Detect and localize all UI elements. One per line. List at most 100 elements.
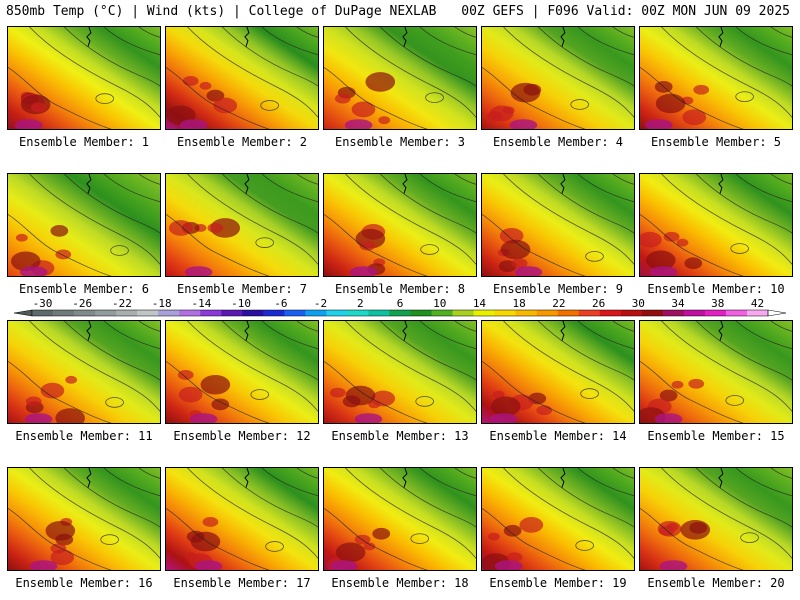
ensemble-member-map <box>323 320 477 424</box>
colorbar-swatch <box>410 310 433 316</box>
colorbar-tick-label: 34 <box>671 298 685 310</box>
colorbar-tick-label: 26 <box>592 298 605 310</box>
ensemble-member-map <box>481 467 635 571</box>
ensemble-member-label: Ensemble Member: 20 <box>647 576 785 590</box>
ensemble-member-map <box>323 467 477 571</box>
colorbar-tick-label: -18 <box>152 298 172 310</box>
colorbar-tick-label: -26 <box>72 298 92 310</box>
temperature-field <box>8 27 160 129</box>
ensemble-member-map <box>165 320 319 424</box>
run-valid-time: 00Z GEFS | F096 Valid: 00Z MON JUN 09 20… <box>461 4 790 19</box>
ensemble-member-map <box>323 173 477 277</box>
colorbar-tick-label: -14 <box>191 298 211 310</box>
colorbar-swatch <box>620 310 643 316</box>
colorbar-swatch <box>725 310 748 316</box>
colorbar-tick-label: 14 <box>473 298 487 310</box>
temperature-field <box>482 174 634 276</box>
colorbar-swatch <box>347 310 369 316</box>
ensemble-member-map <box>165 173 319 277</box>
ensemble-member-map <box>165 26 319 130</box>
ensemble-member-label: Ensemble Member: 16 <box>15 576 153 590</box>
colorbar-swatch <box>431 310 454 316</box>
colorbar-tick-label: 2 <box>357 298 364 310</box>
ensemble-member-label: Ensemble Member: 14 <box>489 429 627 443</box>
colorbar-swatch <box>641 310 664 316</box>
colorbar-swatch <box>578 310 601 316</box>
colorbar-swatch <box>662 310 685 316</box>
ensemble-member-label: Ensemble Member: 8 <box>334 282 466 296</box>
colorbar-tick-label: 38 <box>711 298 724 310</box>
temperature-field <box>324 27 476 129</box>
temperature-field <box>640 468 792 570</box>
colorbar-tick-label: -2 <box>314 298 327 310</box>
colorbar-tick-label: -6 <box>274 298 287 310</box>
colorbar-swatch <box>683 310 706 316</box>
colorbar-swatch <box>74 310 96 316</box>
ensemble-member-map <box>481 320 635 424</box>
colorbar-swatch <box>557 310 580 316</box>
temperature-field <box>166 174 318 276</box>
colorbar-tick-label: 30 <box>632 298 645 310</box>
temperature-field <box>482 468 634 570</box>
temperature-field <box>8 174 160 276</box>
ensemble-member-map <box>7 26 161 130</box>
colorbar-swatch <box>305 310 327 316</box>
temperature-field <box>324 174 476 276</box>
colorbar-swatch <box>158 310 180 316</box>
colorbar-swatch <box>221 310 243 316</box>
ensemble-member-label: Ensemble Member: 9 <box>492 282 624 296</box>
colorbar-tick-label: -22 <box>112 298 132 310</box>
ensemble-member-map <box>7 320 161 424</box>
colorbar-tick-label: 6 <box>397 298 404 310</box>
ensemble-member-map <box>481 173 635 277</box>
temperature-field <box>640 321 792 423</box>
colorbar-swatch <box>179 310 201 316</box>
colorbar-max-arrow <box>767 309 786 317</box>
ensemble-member-map <box>639 173 793 277</box>
temperature-field <box>482 321 634 423</box>
ensemble-member-label: Ensemble Member: 17 <box>173 576 311 590</box>
colorbar-tick-label: -30 <box>33 298 53 310</box>
temperature-field <box>166 321 318 423</box>
colorbar-swatch <box>515 310 538 316</box>
ensemble-member-map <box>639 467 793 571</box>
colorbar-swatch <box>704 310 727 316</box>
colorbar-swatch <box>389 310 412 316</box>
colorbar-swatch <box>284 310 306 316</box>
ensemble-member-label: Ensemble Member: 2 <box>176 135 308 149</box>
colorbar-swatch <box>452 310 475 316</box>
ensemble-member-label: Ensemble Member: 18 <box>331 576 469 590</box>
colorbar-swatch <box>326 310 348 316</box>
colorbar-tick-label: 22 <box>552 298 565 310</box>
ensemble-member-label: Ensemble Member: 3 <box>334 135 466 149</box>
colorbar-swatch <box>599 310 622 316</box>
map-title: 850mb Temp (°C) | Wind (kts) | College o… <box>6 4 437 19</box>
temperature-field <box>324 468 476 570</box>
colorbar-swatch <box>95 310 117 316</box>
ensemble-member-map <box>165 467 319 571</box>
colorbar-swatch <box>473 310 496 316</box>
temperature-field <box>324 321 476 423</box>
colorbar-swatch <box>746 310 769 316</box>
ensemble-member-map <box>639 26 793 130</box>
ensemble-member-label: Ensemble Member: 19 <box>489 576 627 590</box>
ensemble-member-label: Ensemble Member: 11 <box>15 429 153 443</box>
ensemble-member-map <box>7 467 161 571</box>
ensemble-member-map <box>481 26 635 130</box>
ensemble-member-map <box>323 26 477 130</box>
ensemble-member-label: Ensemble Member: 10 <box>647 282 785 296</box>
colorbar-min-arrow <box>14 309 33 317</box>
colorbar-tick-label: 10 <box>433 298 446 310</box>
temperature-field <box>8 321 160 423</box>
ensemble-member-label: Ensemble Member: 5 <box>650 135 782 149</box>
colorbar-swatch <box>116 310 138 316</box>
temperature-field <box>166 468 318 570</box>
temperature-field <box>640 27 792 129</box>
colorbar-swatch <box>32 310 54 316</box>
ensemble-member-label: Ensemble Member: 6 <box>18 282 150 296</box>
colorbar-swatch <box>137 310 159 316</box>
colorbar-swatch <box>536 310 559 316</box>
colorbar-swatch <box>200 310 222 316</box>
temperature-field <box>640 174 792 276</box>
temperature-field <box>8 468 160 570</box>
